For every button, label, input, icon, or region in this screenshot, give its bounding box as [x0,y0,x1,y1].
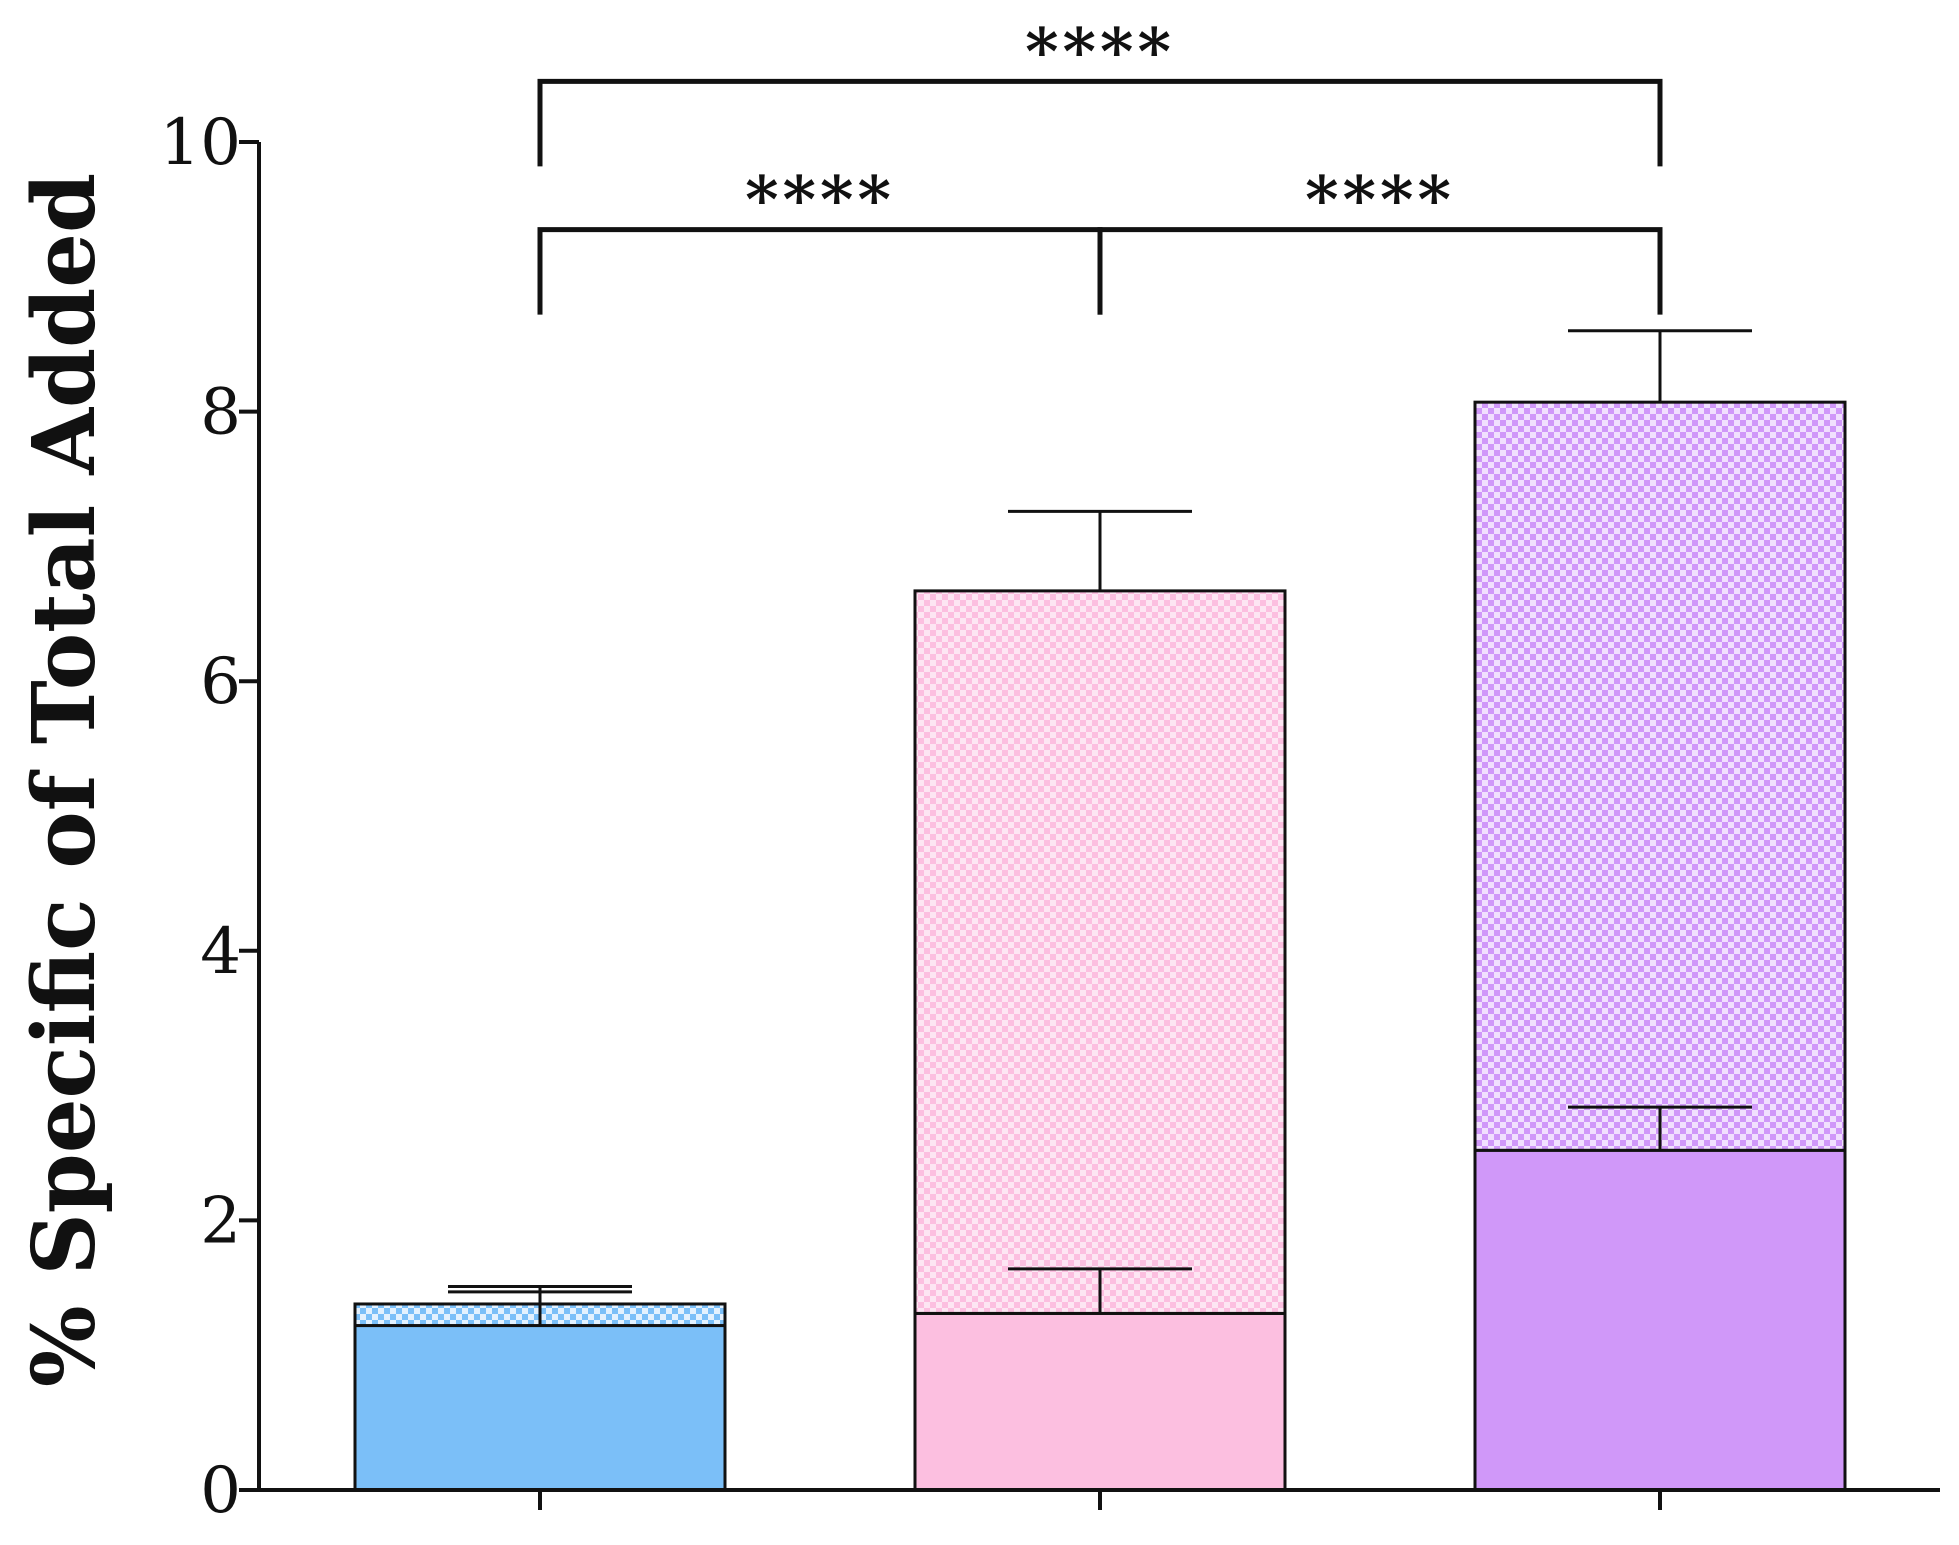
significance-label-2: **** [1305,163,1455,238]
significance-label-1: **** [745,163,895,238]
y-tick-label-4: 4 [200,915,241,989]
y-tick-label-8: 8 [200,376,241,450]
bar-checkered-1 [913,589,1287,1315]
bars-group [353,400,1847,1492]
significance-bracket-1 [537,227,1103,315]
bar-solid-0 [353,1324,727,1492]
bar-solid-2 [1473,1148,1847,1492]
y-tick-label-10: 10 [160,106,241,180]
error-bars-group [448,329,1752,1326]
significance-bracket-2 [1097,227,1663,315]
axes-group: 0 2 4 6 8 10 [160,106,1940,1528]
y-tick-label-0: 0 [200,1454,241,1528]
significance-bracket-0 [537,78,1663,167]
bar-checkered-2 [1473,400,1847,1152]
bar-solid-1 [913,1311,1287,1492]
significance-label-0: **** [1025,14,1175,89]
y-axis-label: % Specific of Total Added [14,173,115,1387]
significance-group: **** **** **** [537,14,1663,315]
y-tick-label-2: 2 [200,1184,241,1258]
y-tick-label-6: 6 [200,645,241,719]
